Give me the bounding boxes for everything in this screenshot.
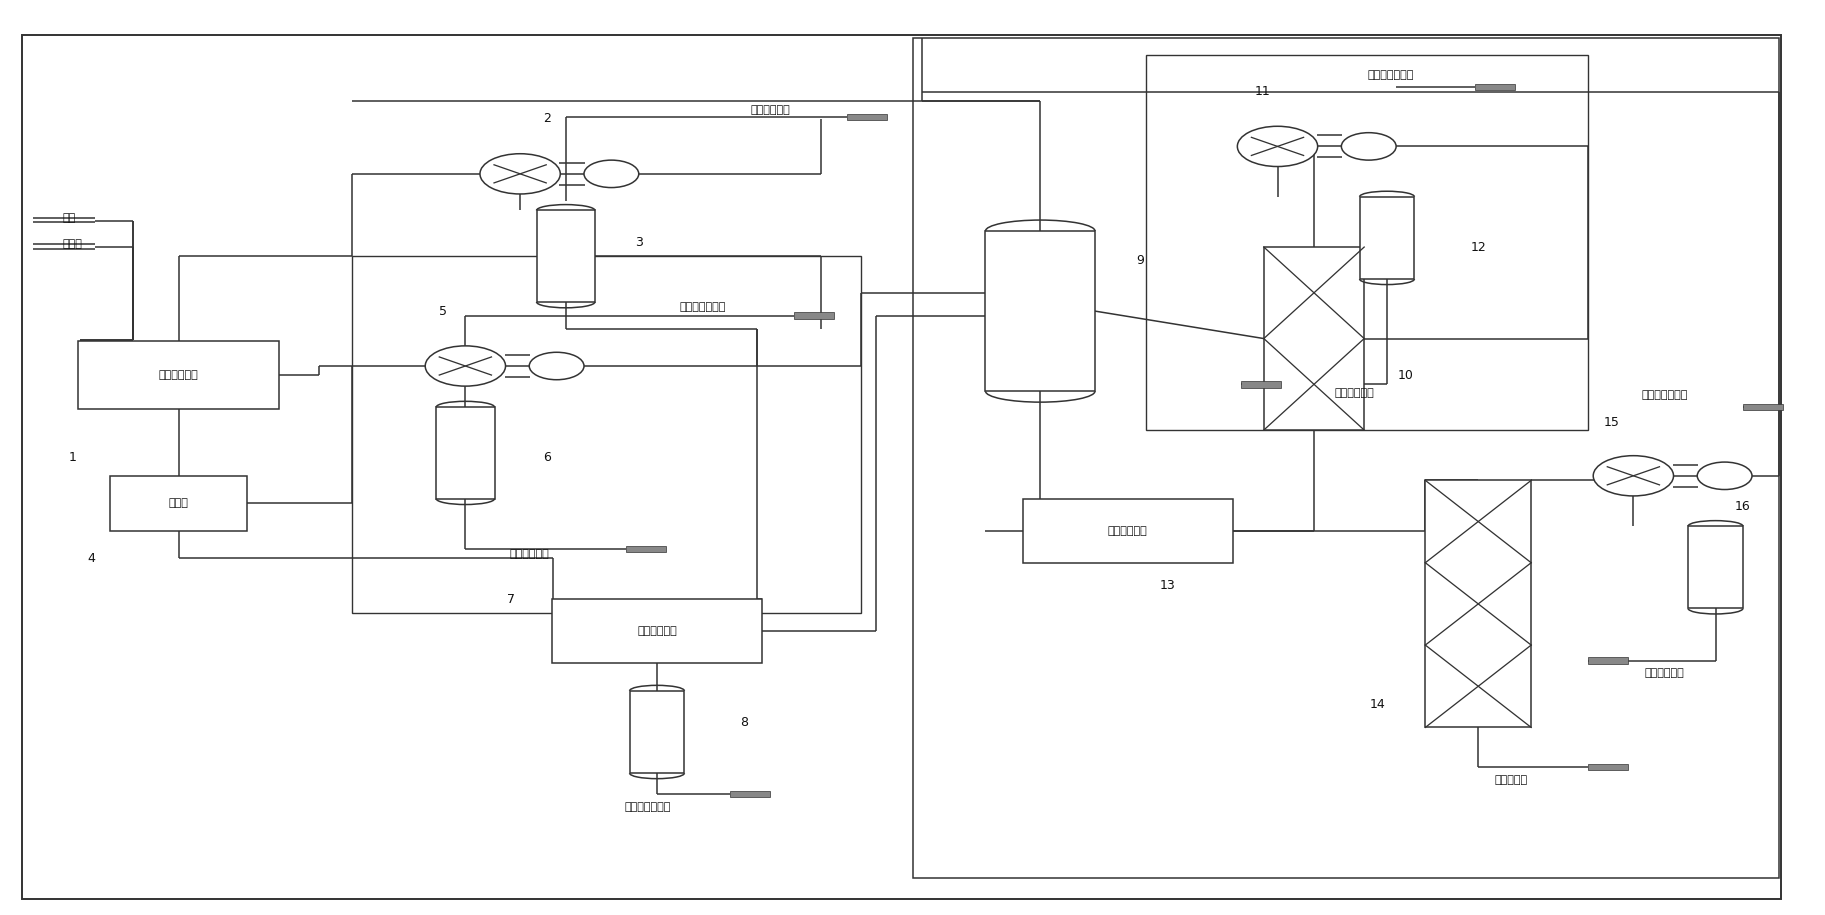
Bar (986, 231, 1095, 392)
Text: 8: 8 (741, 716, 748, 729)
Bar (1688, 526, 1743, 608)
Text: 含盐废水去界外: 含盐废水去界外 (624, 802, 672, 812)
Text: 不凝气去真空泵: 不凝气去真空泵 (1641, 391, 1688, 400)
Bar (1022, 499, 1232, 563)
Bar (1743, 404, 1783, 410)
Bar (1263, 247, 1363, 430)
Bar (352, 256, 861, 613)
Text: 7: 7 (507, 593, 515, 606)
Text: 不凝气去真空泵: 不凝气去真空泵 (679, 302, 726, 311)
Text: 异壬醇去界外: 异壬醇去界外 (1644, 668, 1684, 677)
Bar (537, 210, 595, 302)
Bar (551, 599, 763, 663)
Bar (1588, 657, 1628, 664)
Circle shape (425, 346, 506, 386)
Bar (1146, 55, 1588, 430)
Circle shape (529, 352, 584, 380)
Text: 16: 16 (1736, 501, 1750, 513)
Text: 5: 5 (440, 305, 447, 318)
Text: 10: 10 (1398, 369, 1413, 382)
Text: 苯酐: 苯酐 (62, 213, 75, 222)
Text: 13: 13 (1161, 579, 1175, 592)
Text: 9: 9 (1137, 254, 1144, 267)
Text: 异壬醇去界外: 异壬醇去界外 (1334, 389, 1374, 398)
Bar (912, 38, 1779, 878)
Circle shape (1697, 462, 1752, 490)
Circle shape (1237, 126, 1318, 167)
Bar (794, 312, 834, 318)
Bar (630, 691, 684, 773)
Text: 酯化反应系统: 酯化反应系统 (159, 371, 199, 380)
Text: 4: 4 (88, 552, 95, 565)
Bar (111, 476, 248, 531)
Circle shape (1341, 133, 1396, 160)
Bar (1588, 763, 1628, 770)
Text: 6: 6 (544, 451, 551, 464)
Text: 异壬醇去界外: 异壬醇去界外 (509, 549, 549, 558)
Bar (1241, 381, 1281, 388)
Text: 12: 12 (1471, 241, 1486, 253)
Bar (1475, 83, 1515, 90)
Bar (847, 114, 887, 120)
Text: 2: 2 (544, 113, 551, 125)
Circle shape (1593, 456, 1674, 496)
Text: 11: 11 (1256, 85, 1270, 98)
Text: 1: 1 (69, 451, 77, 464)
Text: 异壬醇: 异壬醇 (62, 240, 82, 249)
Bar (1425, 480, 1531, 727)
Bar (78, 341, 279, 410)
Circle shape (584, 160, 639, 188)
Bar (730, 791, 770, 797)
Text: 不凝气去真空泵: 不凝气去真空泵 (1367, 70, 1414, 80)
Text: 产品去界外: 产品去界外 (1495, 775, 1528, 784)
Circle shape (480, 154, 560, 194)
Bar (1360, 197, 1414, 279)
Text: 3: 3 (635, 236, 642, 249)
Text: 14: 14 (1371, 698, 1385, 711)
Text: 15: 15 (1604, 416, 1619, 429)
Text: 蒸发器: 蒸发器 (170, 499, 188, 508)
Bar (626, 545, 666, 552)
Text: 加氢反应系统: 加氢反应系统 (1108, 526, 1148, 535)
Text: 不凝气去界外: 不凝气去界外 (750, 105, 790, 114)
Text: 中和水洗系统: 中和水洗系统 (637, 627, 677, 636)
Bar (436, 407, 495, 499)
